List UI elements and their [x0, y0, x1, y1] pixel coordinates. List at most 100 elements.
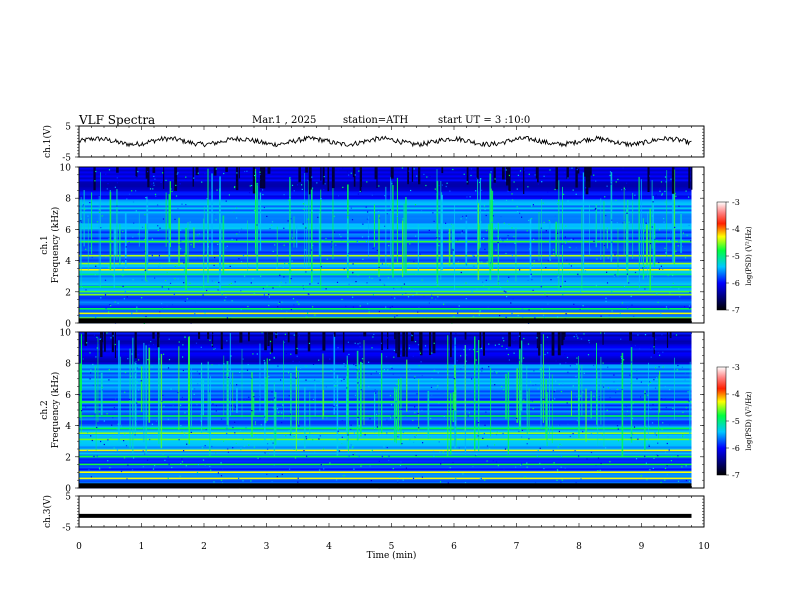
spectrogram-speck [420, 210, 423, 212]
spectrogram-speck [296, 184, 299, 186]
spectrogram-speck [229, 382, 231, 384]
spectrogram-speck [479, 261, 481, 263]
spectrogram-row [79, 309, 692, 312]
spectrogram-speck [116, 449, 118, 451]
spectrogram-streak [644, 390, 646, 451]
spectrogram-speck [107, 439, 109, 441]
spectrogram-speck [537, 183, 539, 185]
spectrogram-speck [627, 307, 629, 309]
spectrogram-speck [383, 284, 386, 286]
spectrogram-streak [185, 227, 187, 291]
spectrogram-speck [148, 344, 150, 346]
spectrogram-streak [640, 179, 642, 263]
spectrogram-speck [477, 251, 479, 253]
spectrogram-dark-streak [287, 332, 290, 343]
spectrogram-speck [614, 274, 616, 276]
spectrogram-streak [298, 371, 299, 425]
spectrogram-speck [290, 278, 292, 280]
spectrogram-speck [181, 396, 183, 398]
spectrogram-speck [165, 444, 167, 446]
spectrogram-speck [582, 431, 584, 433]
spectrogram-speck [86, 342, 88, 344]
spectrogram-speck [89, 244, 91, 246]
spectrogram-dark-streak [192, 167, 194, 187]
spectrogram-speck [146, 459, 149, 461]
spectrogram-speck [296, 301, 298, 303]
spectrogram-speck [457, 261, 459, 263]
spectrogram-streak [333, 334, 336, 415]
spectrogram-speck [611, 290, 613, 293]
spectrogram-dark-streak [152, 332, 155, 339]
spectrogram-speck [437, 287, 439, 289]
spectrogram-speck [408, 170, 410, 172]
spectrogram-dark-streak [629, 332, 632, 341]
spectrogram-speck [358, 170, 360, 172]
spectrogram-speck [539, 462, 541, 464]
spectrogram-speck [522, 316, 524, 318]
spectrogram-speck [600, 315, 602, 317]
spectrogram-speck [502, 337, 504, 339]
spectrogram-speck [536, 455, 538, 457]
spectrogram-streak [680, 214, 682, 254]
spectrogram-speck [271, 481, 273, 483]
spectrogram-speck [357, 343, 359, 345]
spectrogram-dark-streak [441, 167, 444, 174]
spectrogram-speck [157, 229, 159, 232]
spectrogram-speck [98, 467, 101, 469]
spectrogram-speck [325, 288, 327, 290]
spectrogram-speck [272, 407, 274, 409]
spectrogram-streak [348, 365, 349, 454]
spectrogram-speck [412, 294, 414, 297]
spectrogram-speck [353, 363, 355, 366]
spectrogram-speck [151, 254, 153, 257]
spectrogram-streak [542, 334, 544, 423]
spectrogram-speck [567, 177, 569, 179]
spectrogram-speck [369, 418, 371, 420]
spectrogram-speck [156, 350, 158, 352]
spectrogram-dark-streak [589, 167, 592, 176]
spectrogram-speck [552, 249, 555, 251]
spectrogram-dark-streak [576, 167, 580, 174]
spectrogram-speck [215, 405, 217, 407]
spectrogram-speck [477, 364, 479, 366]
spectrogram-band [79, 415, 692, 417]
spectrogram-speck [667, 307, 670, 309]
spectrogram-streak [403, 203, 405, 272]
spectrogram-row [79, 259, 692, 262]
spectrogram-speck [307, 218, 309, 220]
spectrogram-speck [320, 464, 322, 466]
spectrogram-speck [413, 168, 415, 170]
spectrogram-speck [123, 298, 125, 300]
spectrogram-speck [413, 377, 416, 379]
spectrogram-speck [138, 359, 140, 361]
spectrogram-speck [234, 432, 236, 434]
spectrogram-speck [418, 306, 420, 309]
spectrogram-speck [536, 382, 538, 384]
spectrogram-speck [213, 264, 215, 266]
spectrogram-dark-streak [587, 167, 591, 188]
spectrogram-speck [511, 193, 513, 195]
spectrogram-speck [596, 258, 598, 260]
colorbar-tick-label: -4 [732, 225, 740, 234]
spectrogram-speck [536, 337, 538, 339]
spectrogram-speck [523, 169, 525, 171]
spectrogram-speck [146, 280, 148, 282]
spectrogram-speck [136, 381, 138, 383]
spectrogram-speck [347, 252, 349, 254]
spectrogram-speck [448, 470, 450, 472]
ch1-voltage-line [78, 135, 692, 148]
spectrogram-speck [438, 235, 440, 237]
spectrogram-speck [497, 242, 499, 244]
spectrogram-speck [594, 208, 596, 210]
spectrogram-speck [376, 426, 378, 428]
spectrogram-speck [220, 479, 223, 481]
spectrogram-speck [298, 361, 300, 363]
spectrogram-speck [161, 302, 163, 305]
spectrogram-speck [312, 398, 314, 400]
spectrogram-speck [616, 222, 618, 224]
spectrogram-speck [178, 439, 180, 441]
spectrogram-speck [495, 249, 497, 251]
spectrogram-row [79, 462, 692, 465]
spectrogram-speck [601, 434, 603, 436]
spectrogram-speck [340, 380, 343, 382]
